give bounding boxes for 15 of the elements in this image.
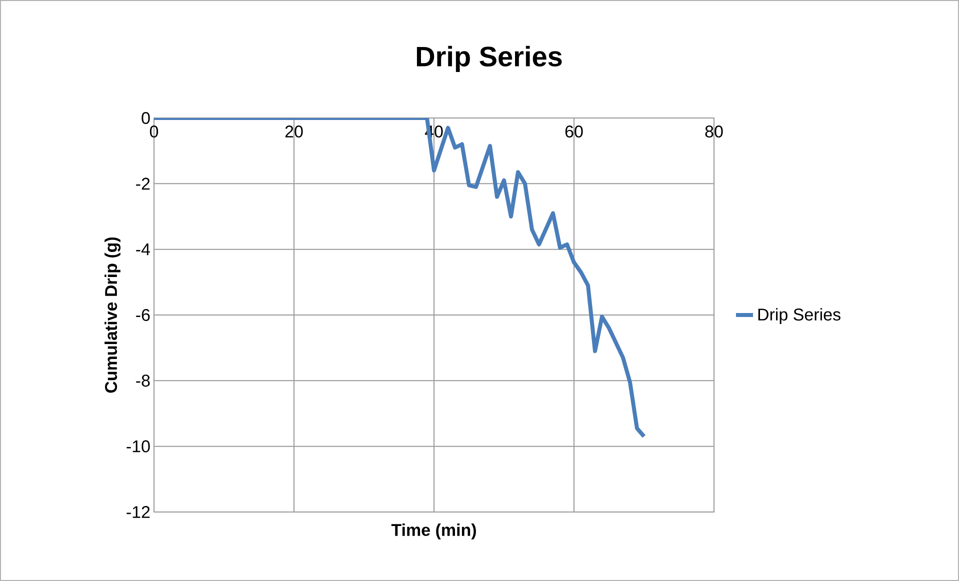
x-axis-title: Time (min)	[391, 524, 476, 540]
y-tick-label: -6	[136, 308, 150, 322]
y-tick-label: -8	[136, 374, 150, 387]
chart-title: Drip Series	[416, 46, 562, 72]
y-tick-label: 0	[142, 112, 150, 124]
x-tick-label: 60	[565, 126, 583, 138]
y-tick-label: -12	[126, 506, 150, 518]
y-tick-label: -10	[126, 440, 150, 452]
y-axis-title: Cumulative Drip (g)	[104, 237, 120, 393]
legend-label: Drip Series	[758, 308, 840, 324]
y-tick-label: -2	[136, 178, 150, 190]
x-tick-label: 80	[705, 126, 723, 138]
x-tick-label: 0	[150, 126, 158, 138]
y-tick-label: -4	[136, 243, 150, 256]
x-tick-label: 20	[285, 126, 303, 138]
